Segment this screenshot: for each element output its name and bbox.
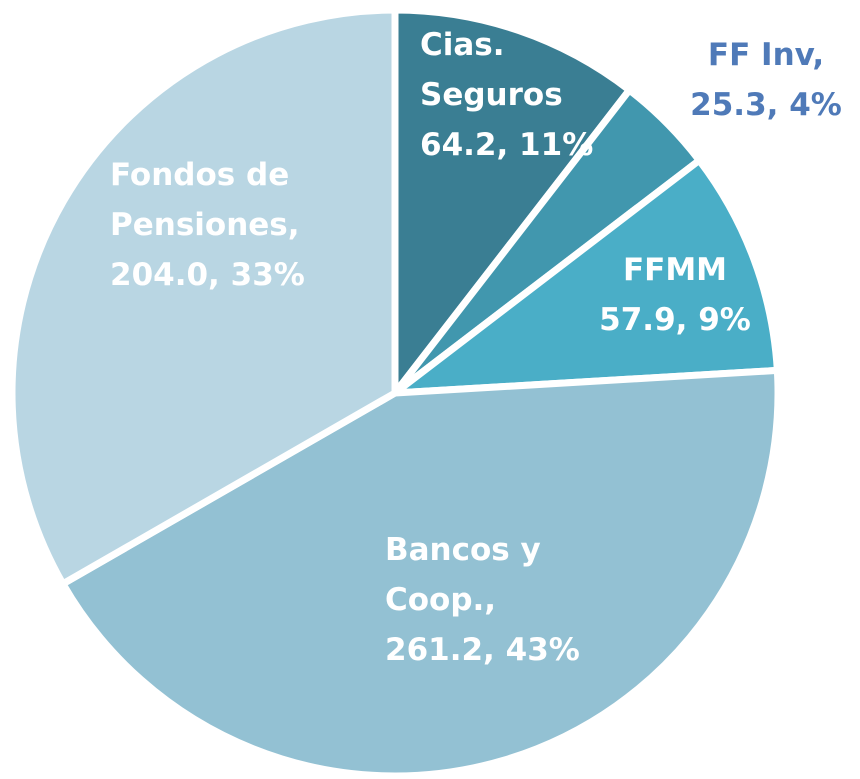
value-label: 57.9, 9% <box>599 302 751 338</box>
value-label: 25.3, 4% <box>690 87 842 123</box>
pie-slice <box>391 156 781 397</box>
slice-label: FF Inv, 25.3, 4% <box>672 30 860 130</box>
slice-label: Fondos de Pensiones, 204.0, 33% <box>110 150 350 300</box>
slice-label: Bancos y Coop., 261.2, 43% <box>385 525 645 675</box>
category-label: Fondos de Pensiones, <box>110 157 300 243</box>
category-label: FFMM <box>622 252 728 288</box>
slice-label: Cias. Seguros 64.2, 11% <box>420 20 610 170</box>
pie-slice <box>8 6 399 588</box>
category-label: FF Inv, <box>707 37 825 73</box>
value-label: 64.2, 11% <box>420 127 594 163</box>
value-label: 261.2, 43% <box>385 632 580 668</box>
value-label: 204.0, 33% <box>110 257 305 293</box>
pie-slice <box>391 6 633 397</box>
pie-slice <box>59 366 782 779</box>
slice-label: FFMM 57.9, 9% <box>590 245 760 345</box>
category-label: Bancos y Coop., <box>385 532 541 618</box>
category-label: Cias. Seguros <box>420 27 563 113</box>
